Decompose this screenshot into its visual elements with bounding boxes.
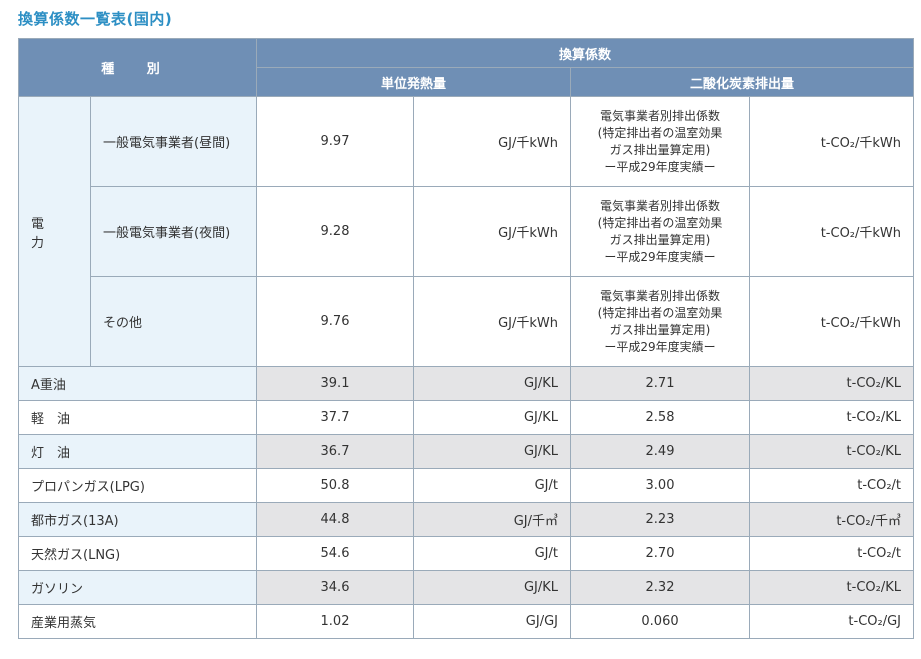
heat-unit: GJ/千kWh <box>413 186 571 277</box>
co2-note: 電気事業者別排出係数 (特定排出者の温室効果 ガス排出量算定用) ー平成29年度… <box>570 276 750 367</box>
fuel-name: プロパンガス(LPG) <box>18 468 257 503</box>
co2-unit: t-CO₂/KL <box>748 570 915 605</box>
heat-value: 39.1 <box>256 366 414 401</box>
heat-value: 36.7 <box>256 434 414 469</box>
co2-unit: t-CO₂/千kWh <box>748 276 915 367</box>
table-row: 都市ガス(13A) 44.8 GJ/千㎥ 2.23 t-CO₂/千㎥ <box>18 502 915 537</box>
table-row: 一般電気事業者(夜間) 9.28 GJ/千kWh 電気事業者別排出係数 (特定排… <box>19 186 915 277</box>
table-row: 天然ガス(LNG) 54.6 GJ/t 2.70 t-CO₂/t <box>18 536 915 571</box>
heat-value: 44.8 <box>256 502 414 537</box>
heat-value: 34.6 <box>256 570 414 605</box>
co2-unit: t-CO₂/KL <box>748 400 915 435</box>
table-row: その他 9.76 GJ/千kWh 電気事業者別排出係数 (特定排出者の温室効果 … <box>19 276 915 367</box>
category-electricity: 電 力 <box>18 96 91 367</box>
page-title: 換算係数一覧表(国内) <box>18 10 173 28</box>
co2-unit: t-CO₂/t <box>748 536 915 571</box>
sub-category: 一般電気事業者(夜間) <box>90 186 257 277</box>
header-factor: 換算係数 <box>255 38 915 68</box>
co2-value: 2.70 <box>570 536 750 571</box>
note-line: (特定排出者の温室効果 <box>597 125 723 140</box>
heat-value: 1.02 <box>256 604 414 639</box>
fuel-name: 都市ガス(13A) <box>18 502 257 537</box>
co2-value: 2.71 <box>570 366 750 401</box>
heat-value: 37.7 <box>256 400 414 435</box>
note-line: (特定排出者の温室効果 <box>597 215 723 230</box>
heat-value: 9.97 <box>256 96 414 187</box>
table-row: 灯 油 36.7 GJ/KL 2.49 t-CO₂/KL <box>18 434 915 469</box>
note-line: 電気事業者別排出係数 <box>599 108 720 123</box>
table-row: ガソリン 34.6 GJ/KL 2.32 t-CO₂/KL <box>18 570 915 605</box>
heat-unit: GJ/KL <box>413 400 571 435</box>
co2-value: 2.23 <box>570 502 750 537</box>
heat-unit: GJ/千kWh <box>413 96 571 187</box>
heat-unit: GJ/GJ <box>413 604 571 639</box>
fuel-name: 灯 油 <box>18 434 257 469</box>
heat-unit: GJ/t <box>413 468 571 503</box>
heat-value: 9.28 <box>256 186 414 277</box>
table-row: A重油 39.1 GJ/KL 2.71 t-CO₂/KL <box>18 366 915 401</box>
table-row: 軽 油 37.7 GJ/KL 2.58 t-CO₂/KL <box>18 400 915 435</box>
co2-value: 0.060 <box>570 604 750 639</box>
table-row: 電 力 一般電気事業者(昼間) 9.97 GJ/千kWh 電気事業者別排出係数 … <box>18 96 915 367</box>
header-kind: 種 別 <box>18 38 257 97</box>
co2-value: 2.58 <box>570 400 750 435</box>
note-line: ー平成29年度実績ー <box>604 339 716 354</box>
co2-unit: t-CO₂/GJ <box>748 604 915 639</box>
header-heat: 単位発熱量 <box>256 67 571 97</box>
heat-unit: GJ/KL <box>413 434 571 469</box>
header-co2: 二酸化炭素排出量 <box>569 67 915 97</box>
co2-unit: t-CO₂/KL <box>748 366 915 401</box>
sub-category: 一般電気事業者(昼間) <box>90 96 257 187</box>
note-line: 電気事業者別排出係数 <box>599 198 720 213</box>
fuel-name: 産業用蒸気 <box>18 604 257 639</box>
fuel-name: ガソリン <box>18 570 257 605</box>
fuel-name: 天然ガス(LNG) <box>18 536 257 571</box>
note-line: ガス排出量算定用) <box>609 232 711 247</box>
note-line: ー平成29年度実績ー <box>604 159 716 174</box>
fuel-name: 軽 油 <box>18 400 257 435</box>
co2-unit: t-CO₂/千kWh <box>748 96 915 187</box>
co2-value: 2.32 <box>570 570 750 605</box>
heat-unit: GJ/KL <box>413 570 571 605</box>
note-line: ガス排出量算定用) <box>609 142 711 157</box>
note-line: 電気事業者別排出係数 <box>599 288 720 303</box>
conversion-factor-table: 種 別 換算係数 単位発熱量 二酸化炭素排出量 電 力 一般電気事業者(昼間) … <box>18 38 915 639</box>
table-row: プロパンガス(LPG) 50.8 GJ/t 3.00 t-CO₂/t <box>18 468 915 503</box>
note-line: (特定排出者の温室効果 <box>597 305 723 320</box>
heat-value: 9.76 <box>256 276 414 367</box>
co2-value: 2.49 <box>570 434 750 469</box>
note-line: ー平成29年度実績ー <box>604 249 716 264</box>
heat-value: 54.6 <box>256 536 414 571</box>
table-row: 産業用蒸気 1.02 GJ/GJ 0.060 t-CO₂/GJ <box>18 604 915 639</box>
co2-unit: t-CO₂/千kWh <box>748 186 915 277</box>
co2-note: 電気事業者別排出係数 (特定排出者の温室効果 ガス排出量算定用) ー平成29年度… <box>570 186 750 277</box>
co2-unit: t-CO₂/t <box>748 468 915 503</box>
heat-unit: GJ/千kWh <box>413 276 571 367</box>
co2-unit: t-CO₂/千㎥ <box>748 502 915 537</box>
co2-note: 電気事業者別排出係数 (特定排出者の温室効果 ガス排出量算定用) ー平成29年度… <box>570 96 750 187</box>
sub-category: その他 <box>90 276 257 367</box>
heat-value: 50.8 <box>256 468 414 503</box>
heat-unit: GJ/千㎥ <box>413 502 571 537</box>
note-line: ガス排出量算定用) <box>609 322 711 337</box>
fuel-name: A重油 <box>18 366 257 401</box>
heat-unit: GJ/t <box>413 536 571 571</box>
co2-value: 3.00 <box>570 468 750 503</box>
heat-unit: GJ/KL <box>413 366 571 401</box>
co2-unit: t-CO₂/KL <box>748 434 915 469</box>
